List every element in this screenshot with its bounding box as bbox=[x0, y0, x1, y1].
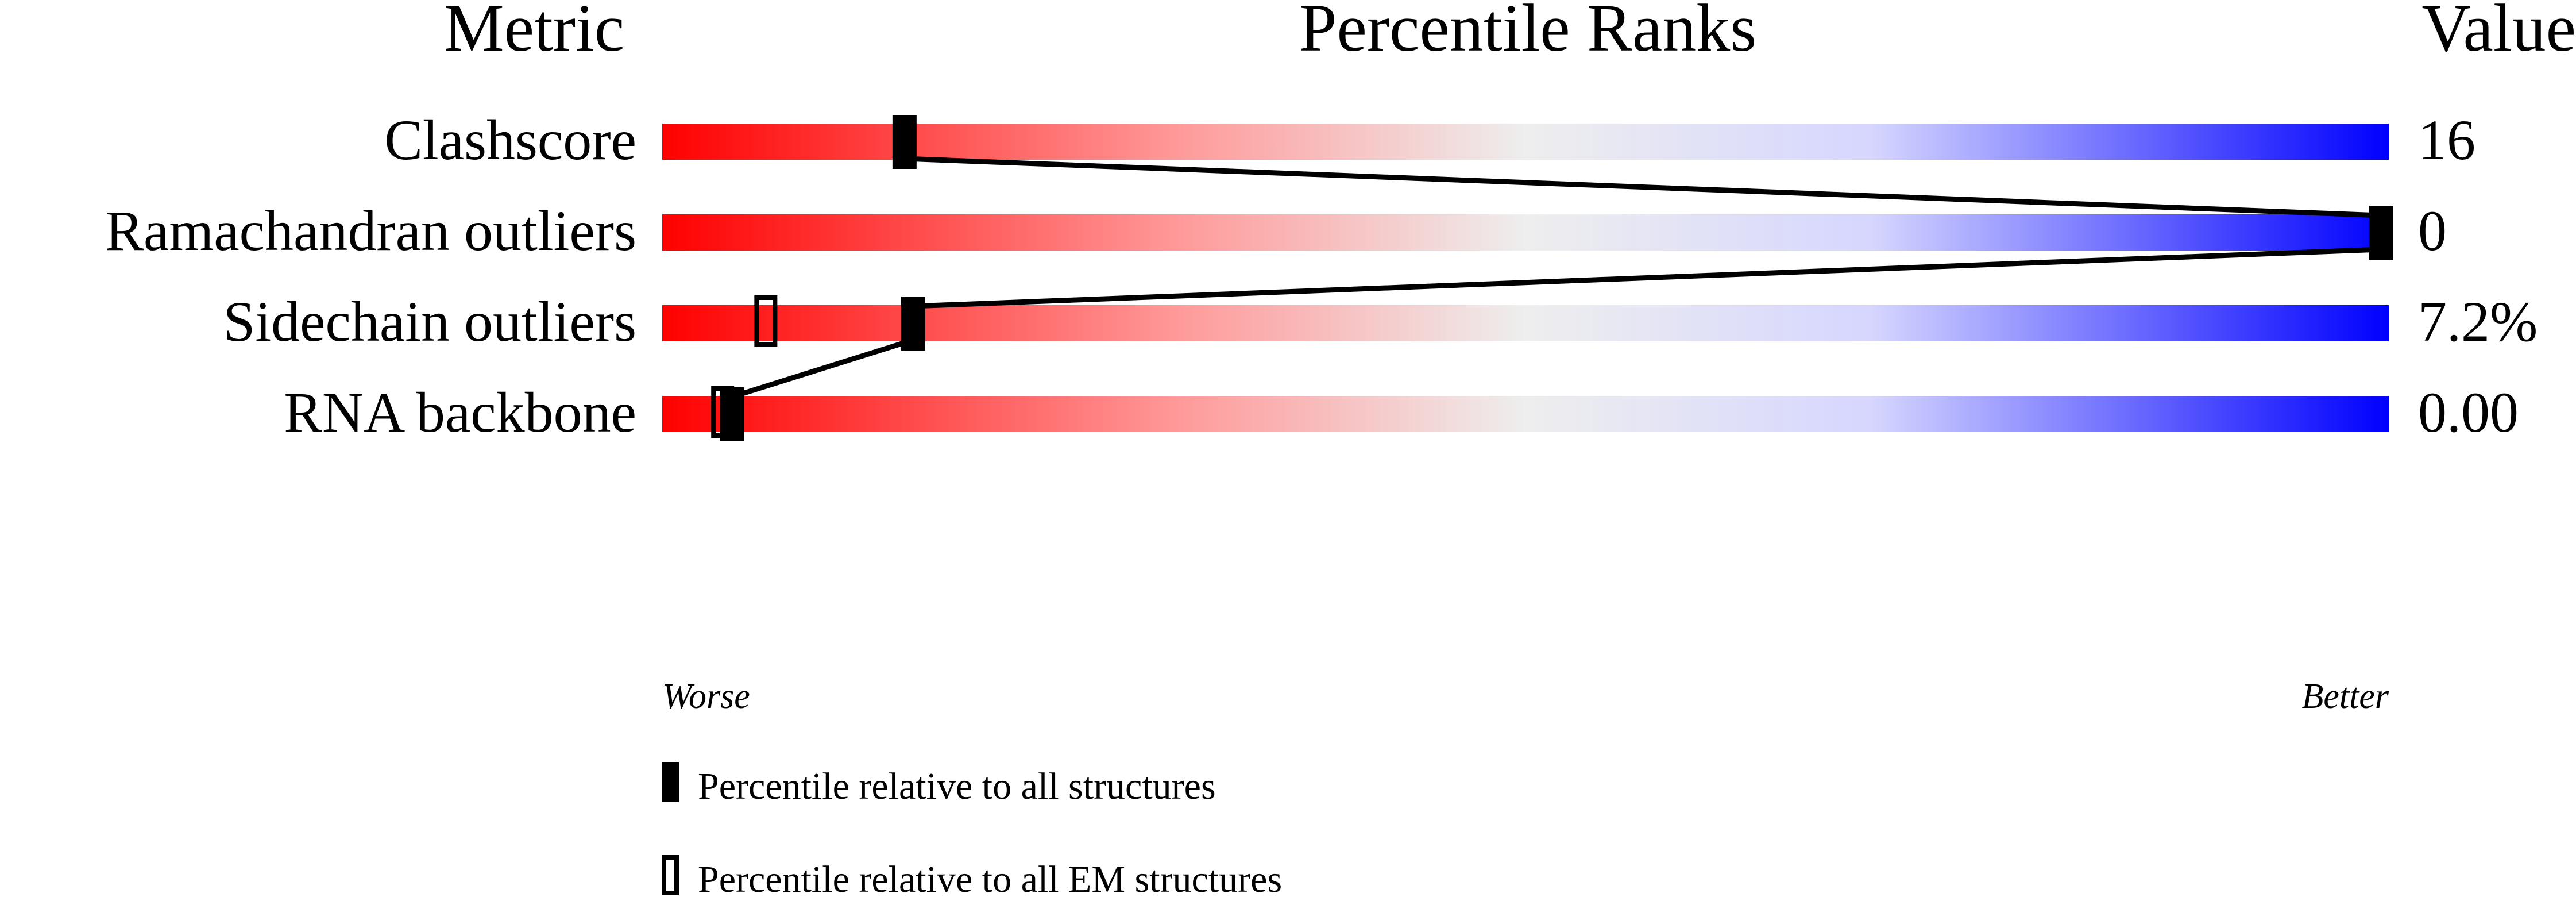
header-metric: Metric bbox=[444, 0, 625, 66]
legend-open-marker bbox=[662, 855, 679, 895]
axis-label-better: Better bbox=[2302, 677, 2389, 716]
legend: Percentile relative to all structures Pe… bbox=[662, 762, 1282, 897]
header-value: Value bbox=[2421, 0, 2576, 66]
metric-value: 7.2% bbox=[2418, 290, 2538, 353]
metric-row: Ramachandran outliers 0 bbox=[105, 199, 2447, 263]
metric-label: Clashscore bbox=[384, 108, 636, 172]
metric-row: RNA backbone 0.00 bbox=[284, 380, 2519, 444]
percentile-bar bbox=[662, 396, 2389, 432]
metric-label: Sidechain outliers bbox=[223, 290, 636, 353]
axis-label-worse: Worse bbox=[662, 677, 750, 716]
metric-row: Clashscore 16 bbox=[384, 108, 2475, 172]
metric-row: Sidechain outliers 7.2% bbox=[223, 290, 2538, 353]
metric-value: 0.00 bbox=[2418, 380, 2519, 444]
metric-label: RNA backbone bbox=[284, 380, 636, 444]
percentile-bar bbox=[662, 214, 2389, 251]
metric-value: 16 bbox=[2418, 108, 2475, 172]
legend-filled-marker bbox=[662, 762, 679, 802]
legend-label-em: Percentile relative to all EM structures bbox=[698, 858, 1282, 897]
connector-line bbox=[730, 337, 914, 400]
legend-label-all: Percentile relative to all structures bbox=[698, 765, 1216, 807]
connector-line bbox=[903, 156, 2381, 218]
percentile-bar bbox=[662, 305, 2389, 341]
metric-label: Ramachandran outliers bbox=[105, 199, 636, 263]
connector-line bbox=[912, 247, 2381, 309]
header-percentile-ranks: Percentile Ranks bbox=[1299, 0, 1756, 66]
percentile-bar bbox=[662, 124, 2389, 160]
metric-value: 0 bbox=[2418, 199, 2447, 263]
em-percentile-marker bbox=[754, 295, 778, 347]
